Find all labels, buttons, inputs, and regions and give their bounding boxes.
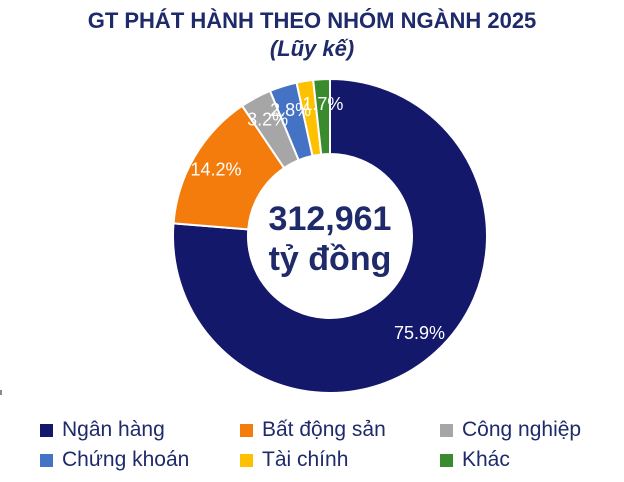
chart-title: GT PHÁT HÀNH THEO NHÓM NGÀNH 2025 bbox=[87, 8, 537, 33]
slice-label: 3.2% bbox=[247, 110, 288, 130]
legend-swatch bbox=[240, 423, 253, 437]
legend-label: Khác bbox=[462, 448, 510, 471]
legend-item-khac: Khác bbox=[440, 446, 620, 474]
legend-item-cong-nghiep: Công nghiệp bbox=[440, 416, 620, 444]
donut-slices bbox=[172, 77, 488, 394]
chart-subtitle: (Lũy kế) bbox=[269, 36, 355, 61]
donut-slice bbox=[312, 77, 331, 156]
legend-label: Tài chính bbox=[262, 448, 349, 471]
slice-label: 75.9% bbox=[394, 323, 445, 343]
legend-item-chung-khoan: Chứng khoán bbox=[40, 446, 240, 474]
donut-slice bbox=[172, 77, 488, 394]
legend-swatch bbox=[40, 423, 53, 437]
legend-label: Ngân hàng bbox=[62, 418, 165, 441]
slice-label: 1.7% bbox=[302, 94, 343, 114]
slice-label: 2.8% bbox=[270, 100, 311, 120]
legend-swatch bbox=[40, 453, 53, 467]
legend-label: Công nghiệp bbox=[462, 418, 582, 441]
donut-labels: 75.9% 14.2% 3.2%2.8%1.7% bbox=[191, 94, 446, 343]
donut-center-value: 312,961 bbox=[268, 200, 392, 238]
legend-label: Chứng khoán bbox=[62, 448, 190, 471]
chart-legend: Ngân hàng Bất động sản Công nghiệp Chứng… bbox=[40, 416, 620, 474]
axis-tick-mark bbox=[0, 390, 2, 395]
slice-label: 14.2% bbox=[191, 159, 242, 179]
donut-center-unit: tỷ đồng bbox=[268, 240, 392, 278]
legend-swatch bbox=[240, 453, 253, 467]
legend-swatch bbox=[440, 423, 453, 437]
legend-swatch bbox=[440, 453, 453, 467]
legend-item-ngan-hang: Ngân hàng bbox=[40, 416, 240, 444]
legend-label: Bất động sản bbox=[262, 418, 386, 441]
legend-item-bat-dong-san: Bất động sản bbox=[240, 416, 440, 444]
legend-item-tai-chinh: Tài chính bbox=[240, 446, 440, 474]
